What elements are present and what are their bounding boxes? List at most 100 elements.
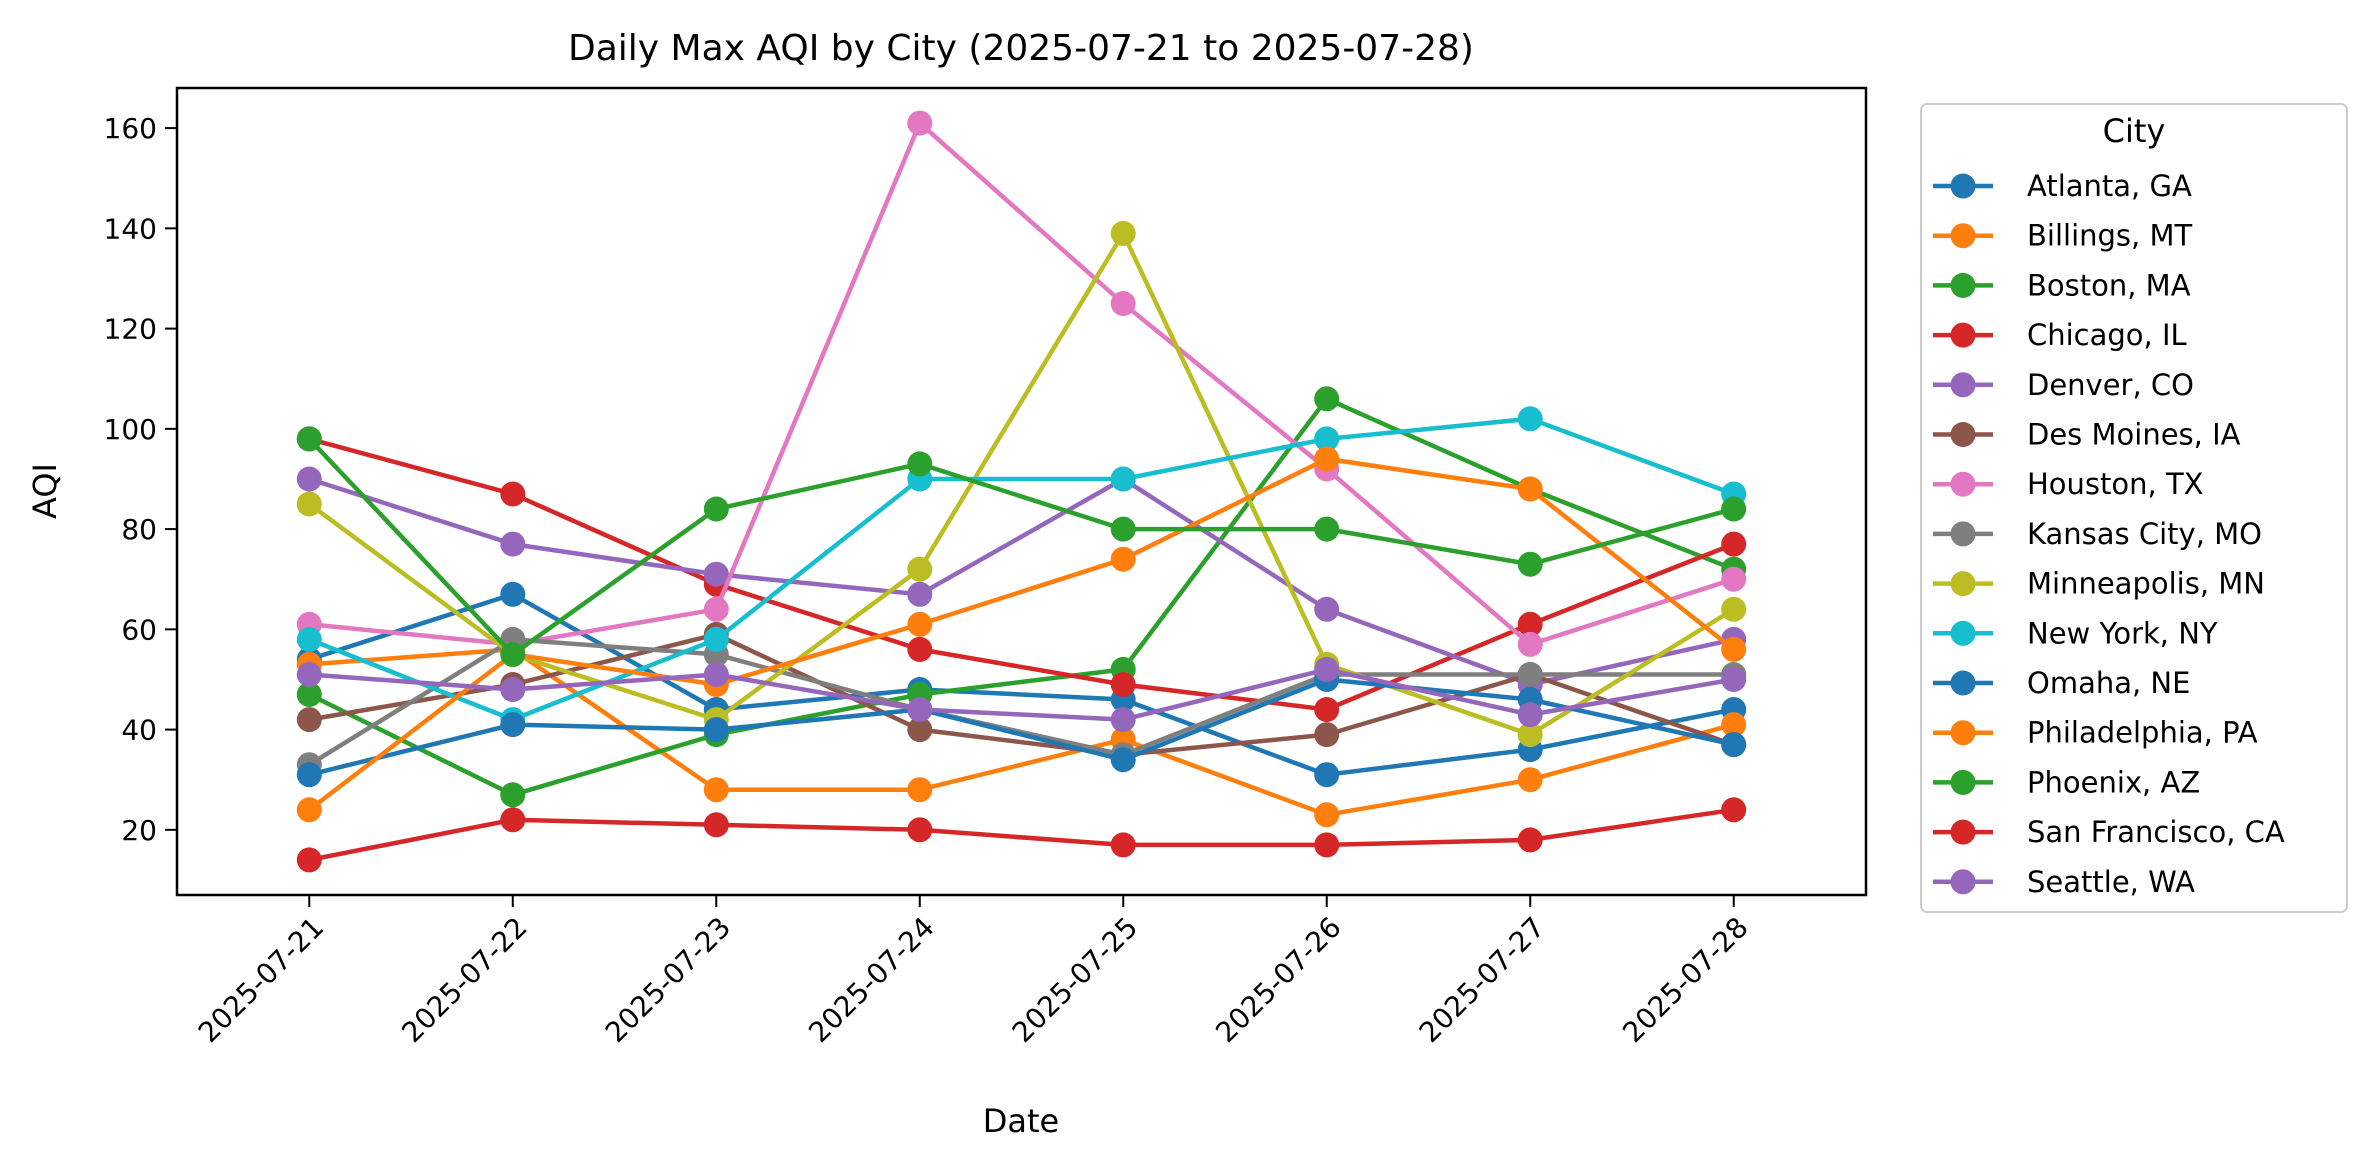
y-tick-label: 40 — [121, 714, 157, 747]
data-point — [1110, 466, 1136, 492]
series-line — [309, 667, 1735, 722]
legend-label: Atlanta, GA — [2027, 169, 2192, 203]
data-point — [1517, 827, 1543, 853]
data-point — [1314, 762, 1340, 788]
legend-label: Minneapolis, MN — [2027, 567, 2265, 601]
data-point — [1110, 832, 1136, 858]
series-line — [309, 647, 1735, 818]
data-point — [1314, 697, 1340, 722]
data-point — [1721, 732, 1747, 758]
data-point — [296, 797, 322, 823]
data-point — [500, 641, 526, 667]
legend-label: San Francisco, CA — [2027, 815, 2285, 849]
x-tick-label: 2025-07-22 — [395, 911, 533, 1049]
axes: 20 40 60 80 100 120 140 160 2025-07-21 2025-07-22… — [104, 112, 1755, 1049]
series-12 — [296, 426, 1747, 667]
data-point — [1110, 220, 1136, 246]
legend-label: Houston, TX — [2027, 467, 2204, 501]
legend-item: Chicago, IL — [1933, 318, 2187, 352]
data-point — [1314, 832, 1340, 858]
data-point — [296, 762, 322, 788]
data-point — [1517, 631, 1543, 657]
legend-item: Kansas City, MO — [1933, 517, 2262, 551]
data-point — [907, 110, 933, 136]
data-point — [703, 496, 729, 522]
data-point — [1110, 707, 1136, 733]
data-point — [500, 481, 526, 507]
legend-label: Boston, MA — [2027, 268, 2191, 302]
data-point — [703, 717, 729, 743]
data-point — [500, 581, 526, 607]
data-point — [1517, 722, 1543, 748]
legend-label: Omaha, NE — [2027, 666, 2190, 700]
data-point — [1314, 426, 1340, 452]
plot-area — [296, 110, 1747, 873]
legend-swatch-marker — [1950, 620, 1976, 646]
data-point — [500, 712, 526, 738]
data-point — [296, 426, 322, 452]
y-tick-label: 20 — [121, 814, 157, 847]
legend-item: San Francisco, CA — [1933, 815, 2285, 849]
data-point — [1517, 551, 1543, 577]
legend-swatch-marker — [1950, 471, 1976, 497]
series-13 — [296, 797, 1747, 873]
series-line — [308, 637, 1734, 767]
legend-label: New York, NY — [2027, 616, 2218, 650]
legend-swatch-marker — [1950, 521, 1976, 547]
data-point — [1314, 516, 1340, 542]
data-point — [1721, 636, 1747, 662]
data-point — [1110, 291, 1136, 316]
series-line — [308, 436, 1735, 712]
data-point — [907, 611, 933, 637]
data-point — [703, 662, 729, 687]
legend-item: Des Moines, IA — [1933, 418, 2241, 452]
data-point — [296, 662, 322, 687]
x-tick-label: 2025-07-26 — [1209, 911, 1347, 1049]
data-point — [500, 807, 526, 833]
data-point — [296, 682, 322, 707]
legend-title: City — [2103, 112, 2166, 150]
legend-label: Denver, CO — [2027, 368, 2194, 402]
legend-swatch-marker — [1950, 869, 1976, 895]
data-point — [907, 451, 933, 477]
data-point — [1314, 446, 1340, 472]
data-point — [1314, 722, 1340, 748]
series-line — [308, 807, 1735, 863]
legend-swatch-marker — [1950, 720, 1976, 746]
series-9 — [296, 406, 1747, 733]
legend-swatch-marker — [1950, 223, 1976, 249]
legend-item: Minneapolis, MN — [1933, 567, 2265, 601]
data-point — [296, 707, 322, 733]
data-point — [1314, 802, 1340, 828]
data-point — [500, 782, 526, 808]
legend-item: Houston, TX — [1933, 467, 2204, 501]
legend-item: Denver, CO — [1933, 368, 2194, 402]
series-14 — [296, 656, 1747, 733]
legend-swatch-marker — [1950, 372, 1976, 398]
y-tick-label: 140 — [104, 212, 157, 245]
y-tick-label: 120 — [104, 313, 157, 346]
legend-label: Seattle, WA — [2027, 865, 2195, 899]
legend-item: Atlanta, GA — [1933, 169, 2192, 203]
legend-item: Philadelphia, PA — [1933, 716, 2258, 750]
y-tick-label: 60 — [121, 613, 157, 646]
data-point — [907, 697, 933, 722]
x-tick-label: 2025-07-21 — [192, 911, 330, 1049]
legend-item: Boston, MA — [1933, 268, 2191, 302]
data-point — [500, 677, 526, 702]
series-line — [308, 416, 1735, 722]
series-line — [308, 592, 1735, 777]
legend-swatch-marker — [1950, 272, 1976, 298]
data-point — [907, 717, 933, 743]
legend-swatch-marker — [1950, 670, 1976, 696]
data-point — [1517, 406, 1543, 432]
series-line — [309, 120, 1735, 647]
data-point — [907, 817, 933, 843]
data-point — [907, 636, 933, 662]
data-point — [907, 556, 933, 582]
y-tick-label: 80 — [121, 513, 157, 546]
data-point — [703, 777, 729, 803]
x-tick-label: 2025-07-23 — [599, 911, 737, 1049]
